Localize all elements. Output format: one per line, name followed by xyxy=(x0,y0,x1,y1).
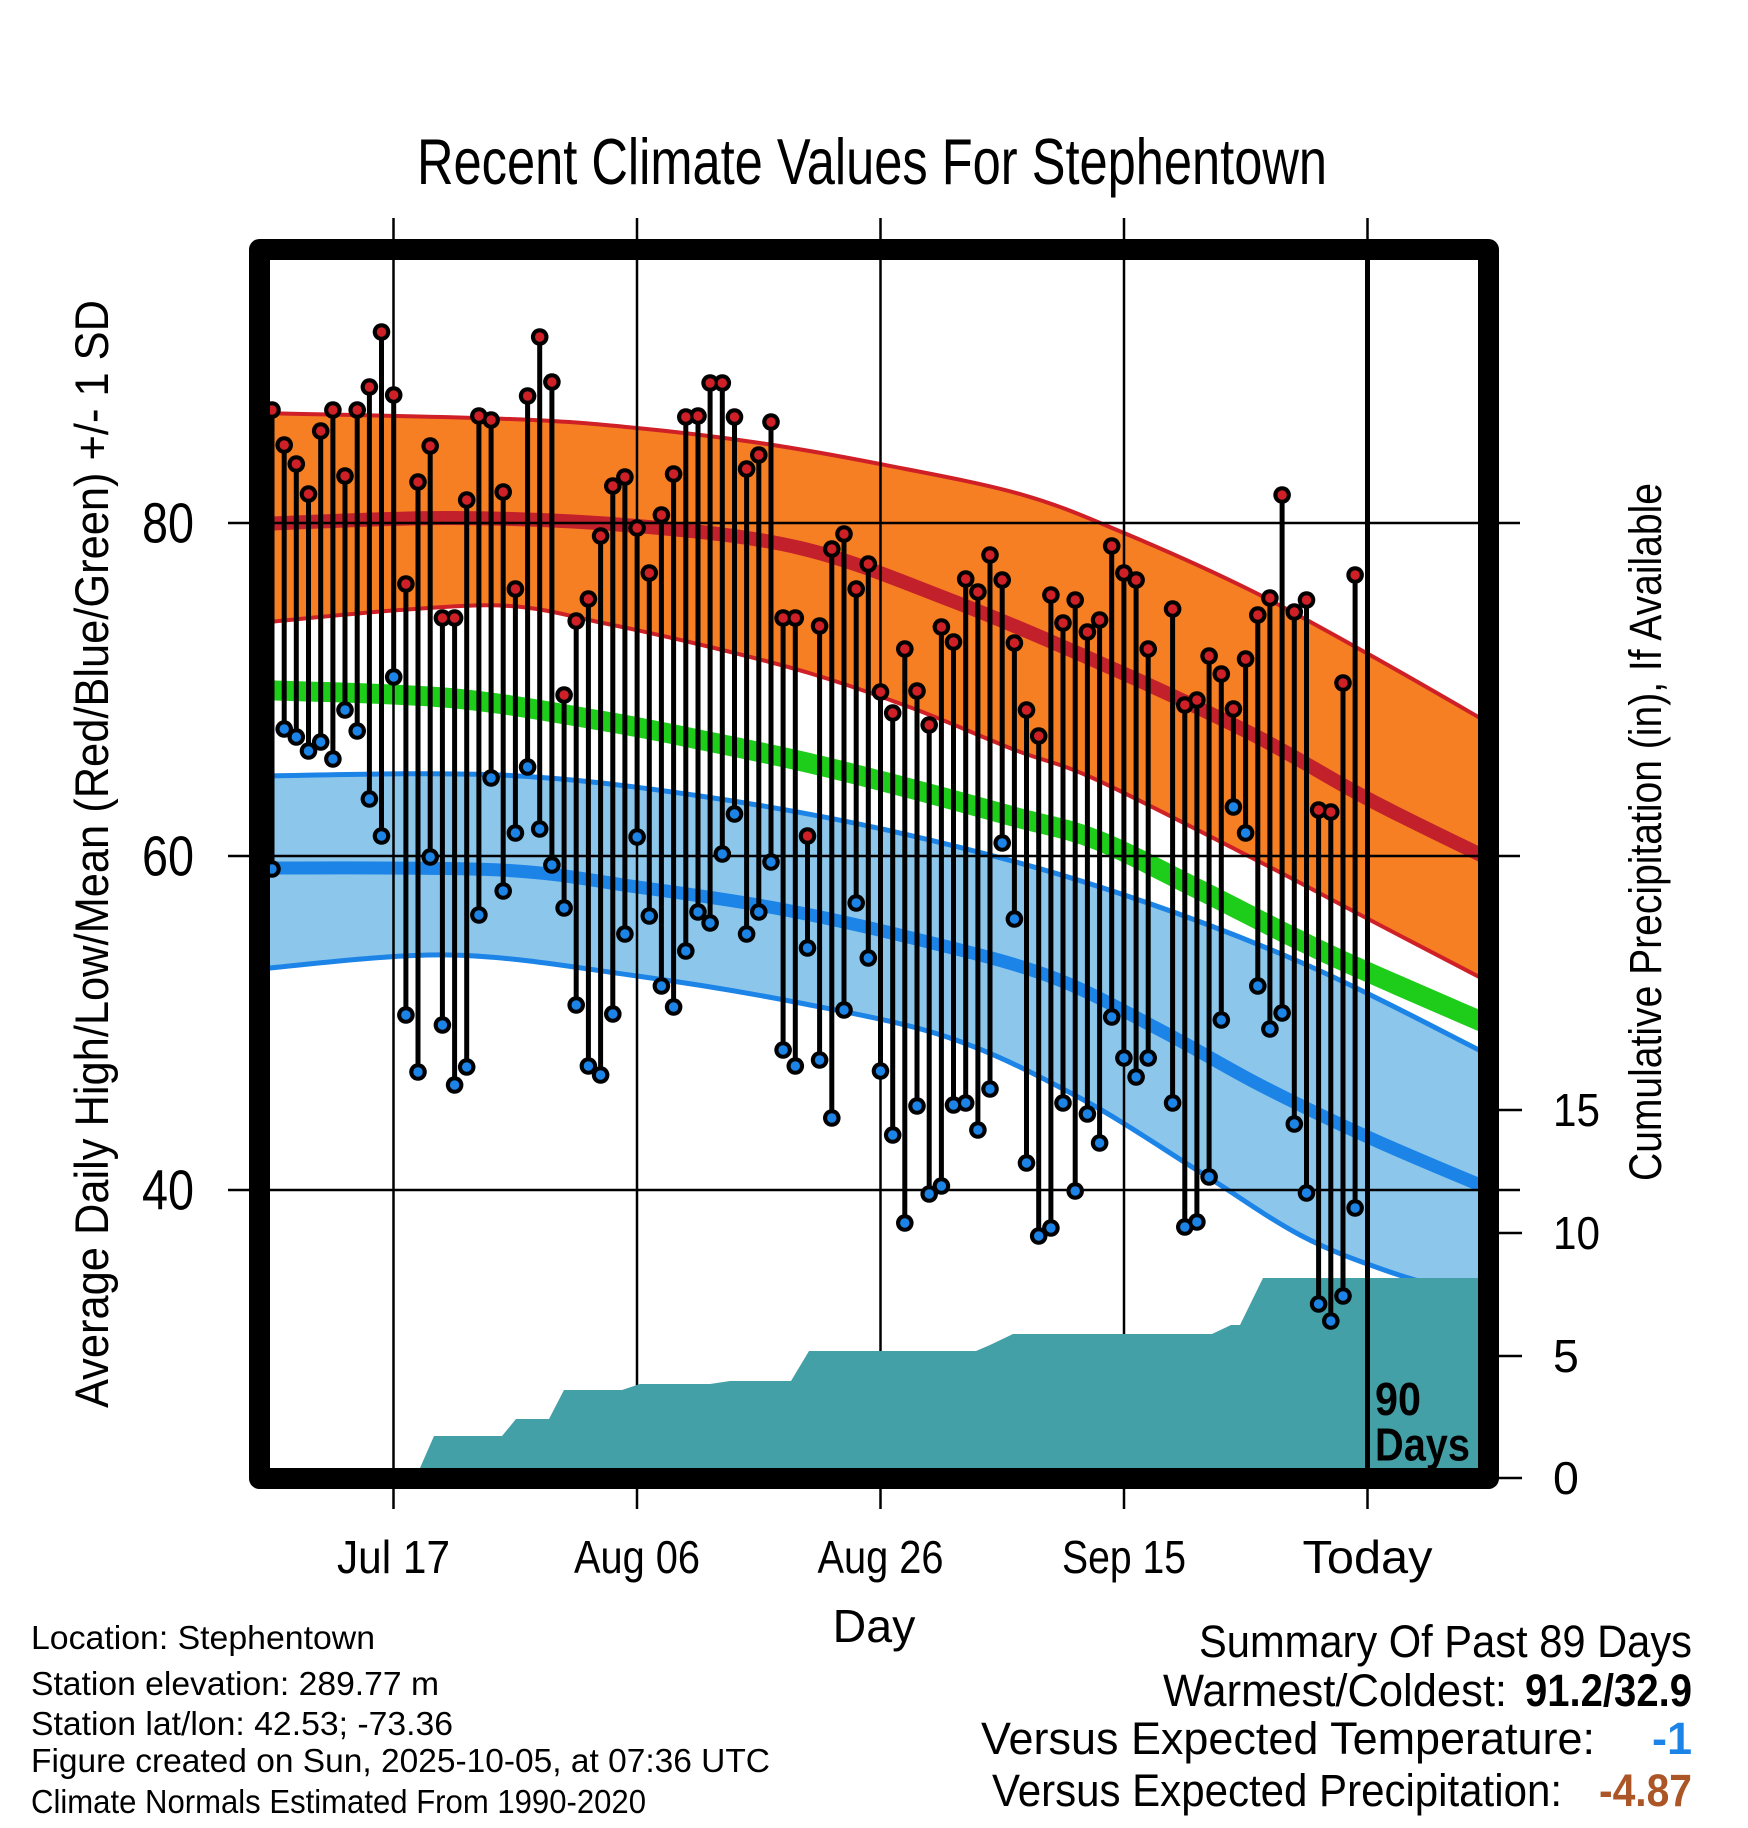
svg-text:Versus Expected Temperature:: Versus Expected Temperature: xyxy=(981,1713,1595,1764)
svg-text:Day: Day xyxy=(833,1600,916,1652)
svg-text:Aug 06: Aug 06 xyxy=(574,1531,700,1583)
svg-text:Aug 26: Aug 26 xyxy=(818,1531,944,1583)
svg-text:0: 0 xyxy=(1553,1452,1579,1504)
svg-text:Figure created on Sun, 2025-10: Figure created on Sun, 2025-10-05, at 07… xyxy=(31,1743,770,1780)
svg-text:Days: Days xyxy=(1375,1419,1470,1471)
svg-text:Station elevation: 289.77 m: Station elevation: 289.77 m xyxy=(31,1666,439,1703)
svg-text:15: 15 xyxy=(1553,1084,1600,1136)
svg-text:Station lat/lon: 42.53; -73.36: Station lat/lon: 42.53; -73.36 xyxy=(31,1706,453,1743)
svg-text:91.2/32.9: 91.2/32.9 xyxy=(1525,1665,1692,1716)
svg-text:Location: Stephentown: Location: Stephentown xyxy=(31,1620,375,1657)
svg-text:5: 5 xyxy=(1553,1330,1579,1382)
svg-text:80: 80 xyxy=(142,492,194,556)
svg-text:Today: Today xyxy=(1303,1531,1434,1583)
svg-text:Summary Of Past 89 Days: Summary Of Past 89 Days xyxy=(1199,1616,1692,1667)
svg-text:-4.87: -4.87 xyxy=(1599,1765,1692,1816)
svg-text:-1: -1 xyxy=(1652,1713,1692,1764)
svg-text:40: 40 xyxy=(142,1159,194,1223)
svg-text:60: 60 xyxy=(142,825,194,889)
svg-text:Recent Climate Values For Step: Recent Climate Values For Stephentown xyxy=(417,125,1327,198)
svg-text:Average Daily High/Low/Mean (R: Average Daily High/Low/Mean (Red/Blue/Gr… xyxy=(65,300,118,1408)
svg-text:Sep 15: Sep 15 xyxy=(1062,1531,1186,1583)
svg-text:Versus Expected Precipitation:: Versus Expected Precipitation: xyxy=(992,1765,1562,1816)
svg-text:10: 10 xyxy=(1553,1207,1600,1259)
svg-text:Cumulative Precipitation (in),: Cumulative Precipitation (in), If Availa… xyxy=(1620,483,1671,1181)
svg-text:90: 90 xyxy=(1375,1373,1421,1425)
svg-text:Warmest/Coldest:: Warmest/Coldest: xyxy=(1163,1665,1507,1716)
svg-text:Climate Normals Estimated From: Climate Normals Estimated From 1990-2020 xyxy=(31,1784,646,1821)
svg-text:Jul 17: Jul 17 xyxy=(337,1531,450,1583)
